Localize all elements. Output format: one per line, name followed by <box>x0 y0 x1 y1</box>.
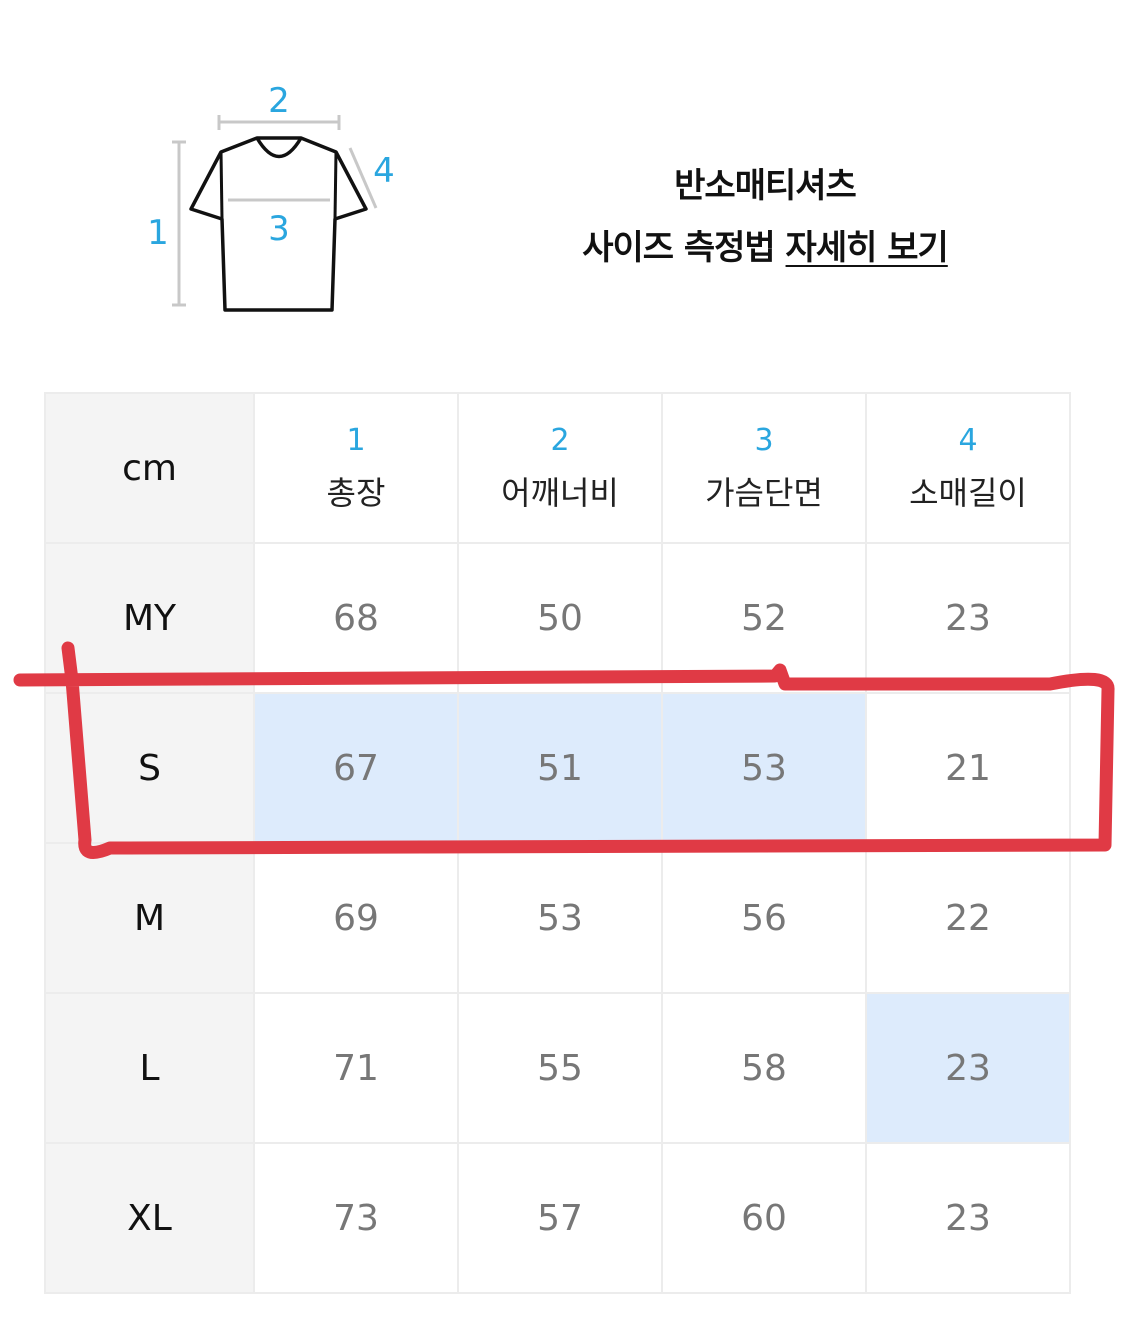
size-value-cell: 53 <box>663 694 865 842</box>
column-header: 4 소매길이 <box>867 394 1069 542</box>
size-value-cell: 57 <box>459 1144 661 1292</box>
column-number: 1 <box>346 422 366 458</box>
column-number: 4 <box>958 422 978 458</box>
size-table: cm 1 총장 2 어깨너비 3 가슴단면 4 소매길이 MY 68 50 52 23 S 67 51… <box>44 392 1071 1294</box>
size-value-cell: 71 <box>255 994 457 1142</box>
column-name: 가슴단면 <box>705 473 823 512</box>
size-value-cell: 23 <box>867 1144 1069 1292</box>
size-label: XL <box>46 1144 253 1292</box>
diagram-label-2: 2 <box>268 81 290 121</box>
size-value-cell: 21 <box>867 694 1069 842</box>
size-label: M <box>46 844 253 992</box>
size-value-cell: 52 <box>663 544 865 692</box>
size-value-cell: 53 <box>459 844 661 992</box>
table-row-xl: XL 73 57 60 23 <box>46 1144 1069 1292</box>
tshirt-measurement-diagram: 2 1 3 4 <box>147 81 395 312</box>
size-value-cell: 67 <box>255 694 457 842</box>
size-value-cell: 51 <box>459 694 661 842</box>
size-label: S <box>46 694 253 842</box>
size-label: MY <box>46 544 253 692</box>
column-number: 2 <box>550 422 570 458</box>
size-value-cell: 58 <box>663 994 865 1142</box>
size-value-cell: 22 <box>867 844 1069 992</box>
product-type-title: 반소매티셔츠 <box>674 166 857 206</box>
table-header-row: cm 1 총장 2 어깨너비 3 가슴단면 4 소매길이 <box>46 394 1069 542</box>
column-header: 1 총장 <box>255 394 457 542</box>
size-value-cell: 23 <box>867 544 1069 692</box>
column-header: 3 가슴단면 <box>663 394 865 542</box>
size-value-cell: 56 <box>663 844 865 992</box>
size-label: L <box>46 994 253 1142</box>
size-value-cell: 23 <box>867 994 1069 1142</box>
column-header: 2 어깨너비 <box>459 394 661 542</box>
column-name: 어깨너비 <box>501 473 619 512</box>
column-name: 총장 <box>326 473 386 512</box>
table-row-l: L 71 55 58 23 <box>46 994 1069 1142</box>
size-value-cell: 69 <box>255 844 457 992</box>
size-value-cell: 73 <box>255 1144 457 1292</box>
column-number: 3 <box>754 422 774 458</box>
diagram-label-1: 1 <box>147 213 169 253</box>
diagram-label-3: 3 <box>268 209 290 249</box>
diagram-label-4: 4 <box>373 151 395 191</box>
size-value-cell: 50 <box>459 544 661 692</box>
measure-guide-text: 사이즈 측정법 <box>582 228 786 268</box>
table-row-m: M 69 53 56 22 <box>46 844 1069 992</box>
size-value-cell: 68 <box>255 544 457 692</box>
table-row-my: MY 68 50 52 23 <box>46 544 1069 692</box>
column-name: 소매길이 <box>909 473 1027 512</box>
unit-cell: cm <box>46 394 253 542</box>
measure-guide-line: 사이즈 측정법 자세히 보기 <box>530 220 1000 269</box>
size-value-cell: 55 <box>459 994 661 1142</box>
table-row-s: S 67 51 53 21 <box>46 694 1069 842</box>
size-value-cell: 60 <box>663 1144 865 1292</box>
view-details-link[interactable]: 자세히 보기 <box>785 228 949 268</box>
